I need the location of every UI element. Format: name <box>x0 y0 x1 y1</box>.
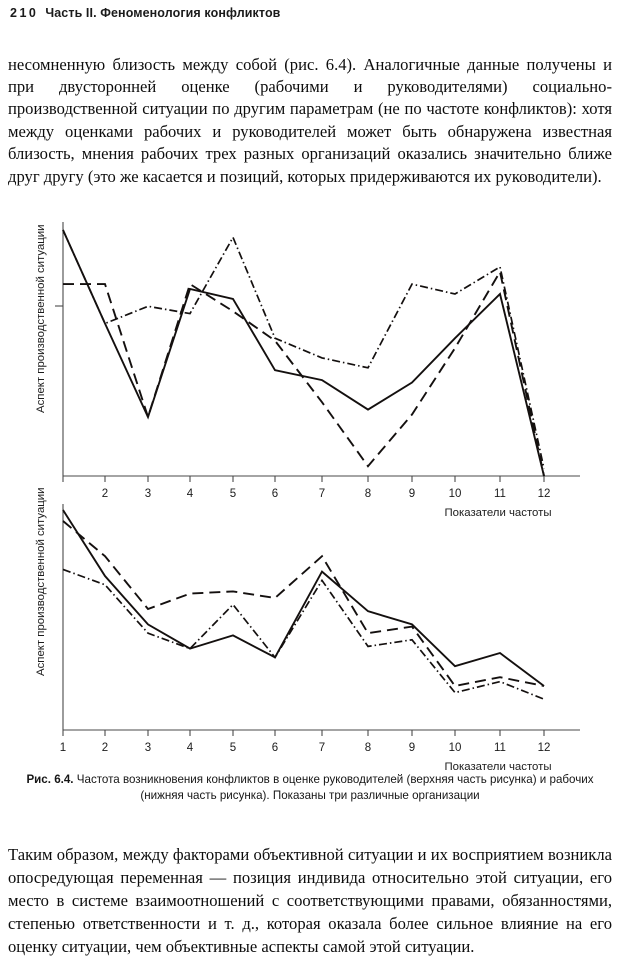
lower-x-tick-labels: 1 2 3 4 5 6 7 8 9 10 11 12 <box>60 742 551 754</box>
lower-xtick-12: 12 <box>538 742 551 754</box>
upper-xtick-10: 10 <box>449 488 462 500</box>
upper-xtick-8: 8 <box>365 488 371 500</box>
lower-xtick-5: 5 <box>230 742 236 754</box>
lower-xtick-3: 3 <box>145 742 151 754</box>
lower-xtick-10: 10 <box>449 742 462 754</box>
upper-x-ticks <box>62 476 545 482</box>
lower-xtick-1: 1 <box>60 742 66 754</box>
upper-series-1 <box>62 229 545 477</box>
lower-y-axis-title: Аспект производственной ситуации <box>35 487 47 676</box>
upper-xtick-4: 4 <box>187 488 194 500</box>
running-head: 210 Часть II. Феноменология конфликтов <box>10 6 610 26</box>
upper-x-tick-labels: 2 3 4 5 6 7 8 9 10 11 12 <box>102 488 551 500</box>
lower-xtick-2: 2 <box>102 742 108 754</box>
upper-xtick-12: 12 <box>538 488 551 500</box>
lower-series-3 <box>62 568 545 700</box>
upper-y-axis-title: Аспект производственной ситуации <box>35 224 47 413</box>
lower-xtick-7: 7 <box>319 742 325 754</box>
lower-xtick-11: 11 <box>494 742 506 754</box>
lower-xtick-8: 8 <box>365 742 371 754</box>
figure-6-4: 2 3 4 5 6 7 8 9 10 11 12 Аспект производ… <box>8 208 612 808</box>
figure-caption: Рис. 6.4. Частота возникновения конфликт… <box>20 772 600 803</box>
upper-xtick-11: 11 <box>494 488 506 500</box>
body-paragraph-top: несомненную близость между собой (рис. 6… <box>8 54 612 186</box>
figure-caption-line2: и рабочих (нижняя часть рисунка). Показа… <box>140 773 594 802</box>
chart-lower: 1 2 3 4 5 6 7 8 9 10 11 12 Аспект произв… <box>35 487 580 773</box>
page-folio: 210 <box>10 6 39 20</box>
figure-6-4-svg: 2 3 4 5 6 7 8 9 10 11 12 Аспект производ… <box>35 222 580 773</box>
lower-x-ticks <box>62 730 545 736</box>
upper-xtick-6: 6 <box>272 488 278 500</box>
lower-xtick-4: 4 <box>187 742 194 754</box>
figure-caption-line1: Частота возникновения конфликтов в оценк… <box>76 773 537 786</box>
upper-xtick-2: 2 <box>102 488 108 500</box>
chart-upper: 2 3 4 5 6 7 8 9 10 11 12 Аспект производ… <box>35 222 580 519</box>
upper-xtick-9: 9 <box>409 488 415 500</box>
lower-xtick-6: 6 <box>272 742 278 754</box>
upper-x-axis-title: Показатели частоты <box>444 507 551 519</box>
figure-caption-label: Рис. 6.4. <box>26 773 74 786</box>
lower-x-axis-title: Показатели частоты <box>444 761 551 773</box>
lower-series-2 <box>62 520 545 688</box>
body-paragraph-bottom: Таким образом, между факторами объективн… <box>8 844 612 957</box>
upper-xtick-7: 7 <box>319 488 325 500</box>
lower-xtick-9: 9 <box>409 742 415 754</box>
upper-series-3 <box>62 229 545 469</box>
upper-xtick-3: 3 <box>145 488 151 500</box>
upper-series-2 <box>63 269 545 477</box>
running-head-title: Часть II. Феноменология конфликтов <box>45 6 281 20</box>
lower-series-1 <box>62 509 545 687</box>
upper-xtick-5: 5 <box>230 488 236 500</box>
